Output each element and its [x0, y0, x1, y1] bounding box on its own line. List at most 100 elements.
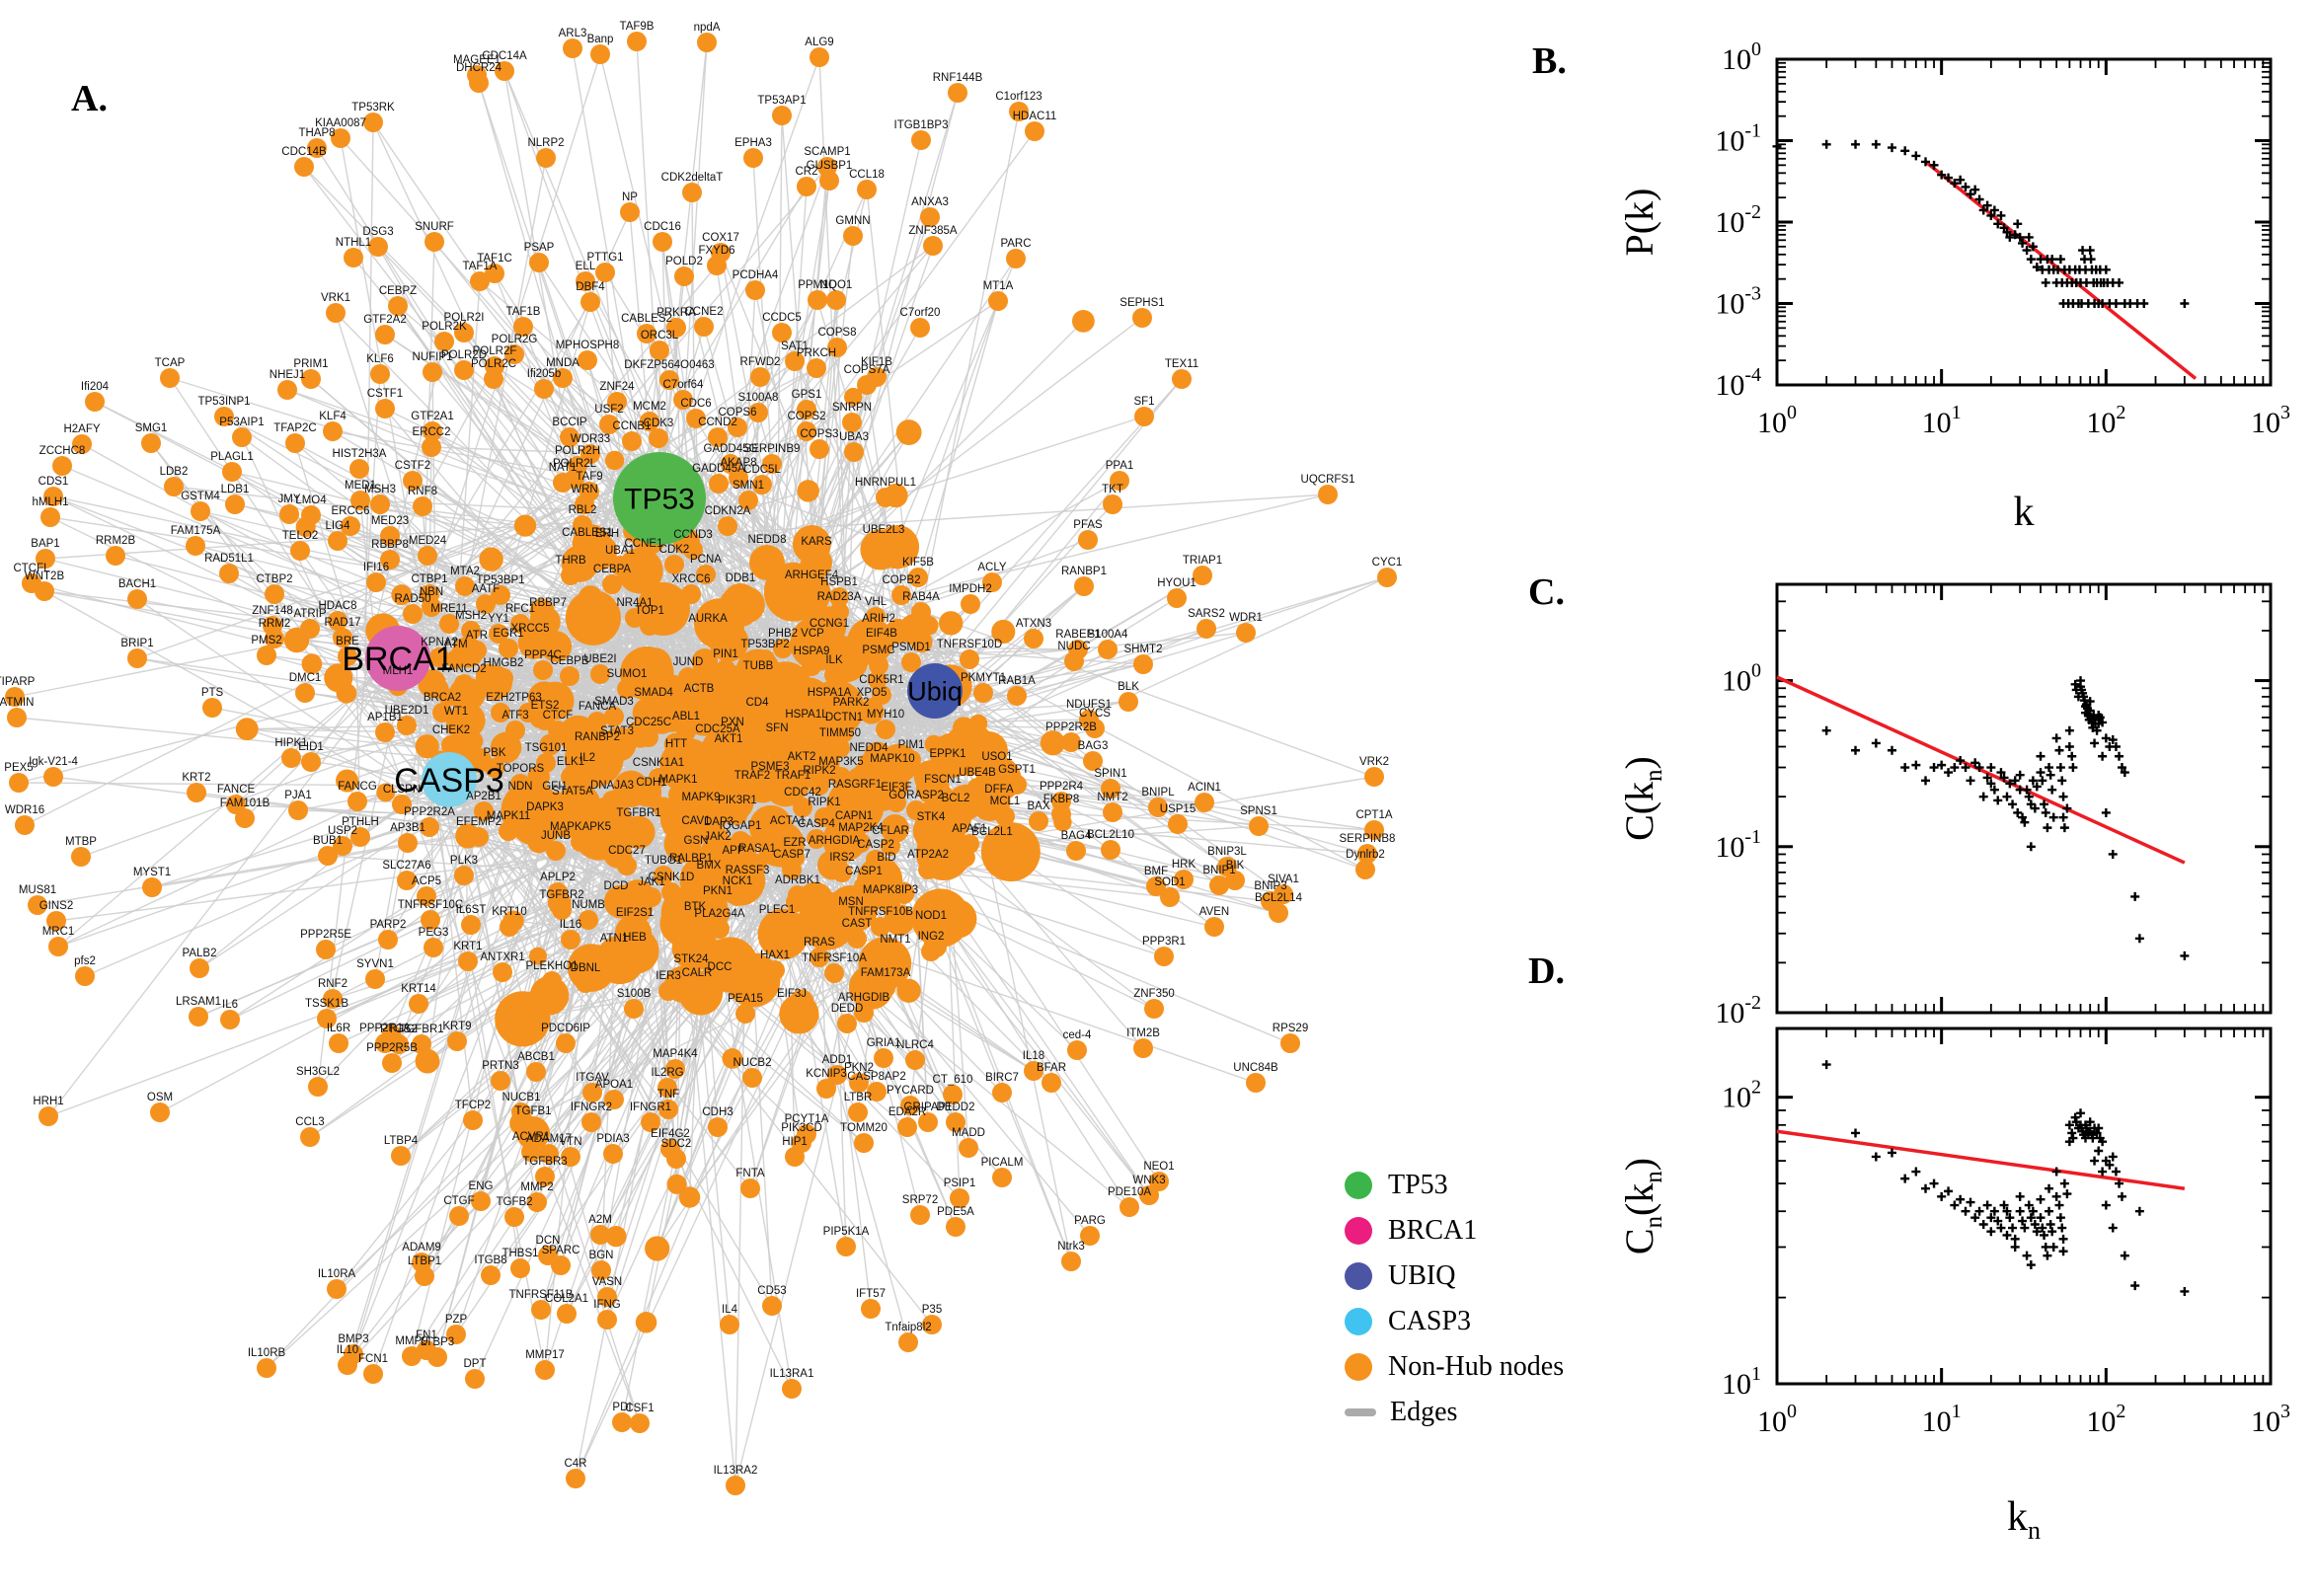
network-node-label: PPP2R5B [366, 1042, 418, 1054]
network-node-label: ZNF148 [252, 605, 293, 617]
network-node [469, 73, 489, 93]
network-node-label: TOMM20 [840, 1122, 888, 1134]
network-node [75, 966, 95, 986]
network-node-label: ced-4 [1063, 1029, 1092, 1041]
network-node [542, 971, 562, 991]
network-node-label: DKFZP564O0463 [624, 359, 714, 371]
network-node-label: IFNGR2 [571, 1102, 612, 1113]
network-node [711, 939, 733, 961]
network-node-label: DCC [708, 961, 733, 973]
network-node-label: MT1A [983, 280, 1014, 292]
panel-label-c: C. [1528, 570, 1565, 614]
network-node [782, 1379, 802, 1399]
network-node-label: IL2RG [651, 1067, 683, 1079]
network-node-label: HSPA9 [794, 646, 830, 657]
axis-tick-label: 102 [1722, 1077, 1761, 1114]
data-points [1822, 676, 2190, 960]
network-node [876, 720, 895, 739]
network-node-label: S100A4 [1088, 629, 1129, 641]
network-node-label: POLR2F [473, 345, 517, 357]
network-node [416, 734, 439, 758]
axis-tick-label: 100 [1757, 1401, 1797, 1438]
network-node-label: ALG9 [805, 37, 833, 48]
legend-item: UBIQ [1345, 1254, 1564, 1299]
network-node-label: S100B [617, 988, 652, 1000]
network-node-label: MED24 [409, 535, 447, 547]
network-node-label: BLK [1118, 681, 1139, 693]
network-node [43, 767, 63, 787]
network-node [418, 546, 437, 566]
network-node [1072, 310, 1095, 333]
network-node-label: PLEC1 [759, 904, 795, 916]
network-node [664, 555, 684, 574]
network-node-label: ITM2B [1126, 1027, 1160, 1039]
network-node-label: LDB1 [221, 484, 250, 495]
network-node-label: KRT14 [401, 983, 436, 995]
network-node [710, 919, 730, 939]
network-node [536, 148, 556, 168]
network-node [257, 646, 276, 665]
network-node [861, 1299, 881, 1319]
network-node-label: C7orf20 [900, 307, 941, 319]
network-node [415, 1266, 434, 1286]
network-node [896, 419, 922, 445]
network-node-label: SMAD3 [594, 696, 634, 708]
network-node [1029, 811, 1048, 831]
network-node-label: RNF144B [933, 72, 983, 84]
network-node [810, 47, 829, 67]
network-node-label: NUCB2 [733, 1057, 772, 1069]
network-node [561, 930, 580, 950]
network-node-label: CDC16 [644, 221, 681, 233]
network-node [150, 1102, 170, 1122]
network-node [921, 822, 941, 842]
network-node [911, 602, 931, 622]
network-node [735, 1004, 755, 1024]
network-node-label: GINS2 [39, 900, 74, 912]
network-node-label: BACH1 [118, 578, 156, 590]
network-node-label: BAP1 [31, 538, 59, 550]
network-node [563, 797, 582, 816]
network-node [370, 364, 390, 384]
network-node [644, 698, 663, 718]
network-node-label: HSPB1 [820, 576, 858, 588]
network-node-label: EPPK1 [929, 748, 965, 760]
network-node-label: BRIP1 [120, 638, 153, 649]
network-node [413, 496, 432, 516]
network-node [874, 535, 893, 555]
network-node-label: ATP2A2 [907, 849, 949, 861]
network-node [605, 451, 624, 470]
network-node-label: DAPK3 [526, 801, 564, 813]
network-node-label: ACIN1 [1188, 782, 1221, 794]
network-node [425, 232, 444, 252]
network-node-label: PPP3R1 [1142, 936, 1186, 948]
network-node-label: CAPN1 [835, 810, 873, 822]
network-node [493, 962, 512, 982]
network-node [649, 428, 668, 448]
network-node-label: APLP2 [540, 872, 576, 883]
network-node-label: HYOU1 [1157, 577, 1197, 589]
network-node [642, 788, 661, 807]
panel-label-d: D. [1528, 950, 1565, 993]
network-node [597, 1310, 617, 1330]
network-node-label: Banp [587, 34, 614, 45]
axis-tick-label: 10-3 [1715, 283, 1761, 321]
network-node [1134, 407, 1154, 426]
network-node [576, 973, 595, 993]
network-node [222, 462, 242, 482]
network-node-label: TP53AP1 [757, 95, 806, 107]
network-node-label: HIST2H3A [333, 448, 387, 460]
network-node [911, 130, 931, 150]
network-node-label: CDC25C [626, 717, 671, 728]
network-node [992, 1083, 1012, 1102]
network-node [557, 1304, 577, 1324]
network-node [190, 958, 209, 978]
network-node-label: RASGRF1 [828, 779, 882, 791]
network-node [257, 1358, 276, 1378]
network-node [992, 1168, 1012, 1187]
network-node-label: WDR16 [5, 804, 44, 816]
network-node [612, 1412, 632, 1432]
network-node-label: CDK2deltaT [661, 172, 724, 184]
network-node [718, 516, 737, 536]
network-node [772, 106, 792, 125]
